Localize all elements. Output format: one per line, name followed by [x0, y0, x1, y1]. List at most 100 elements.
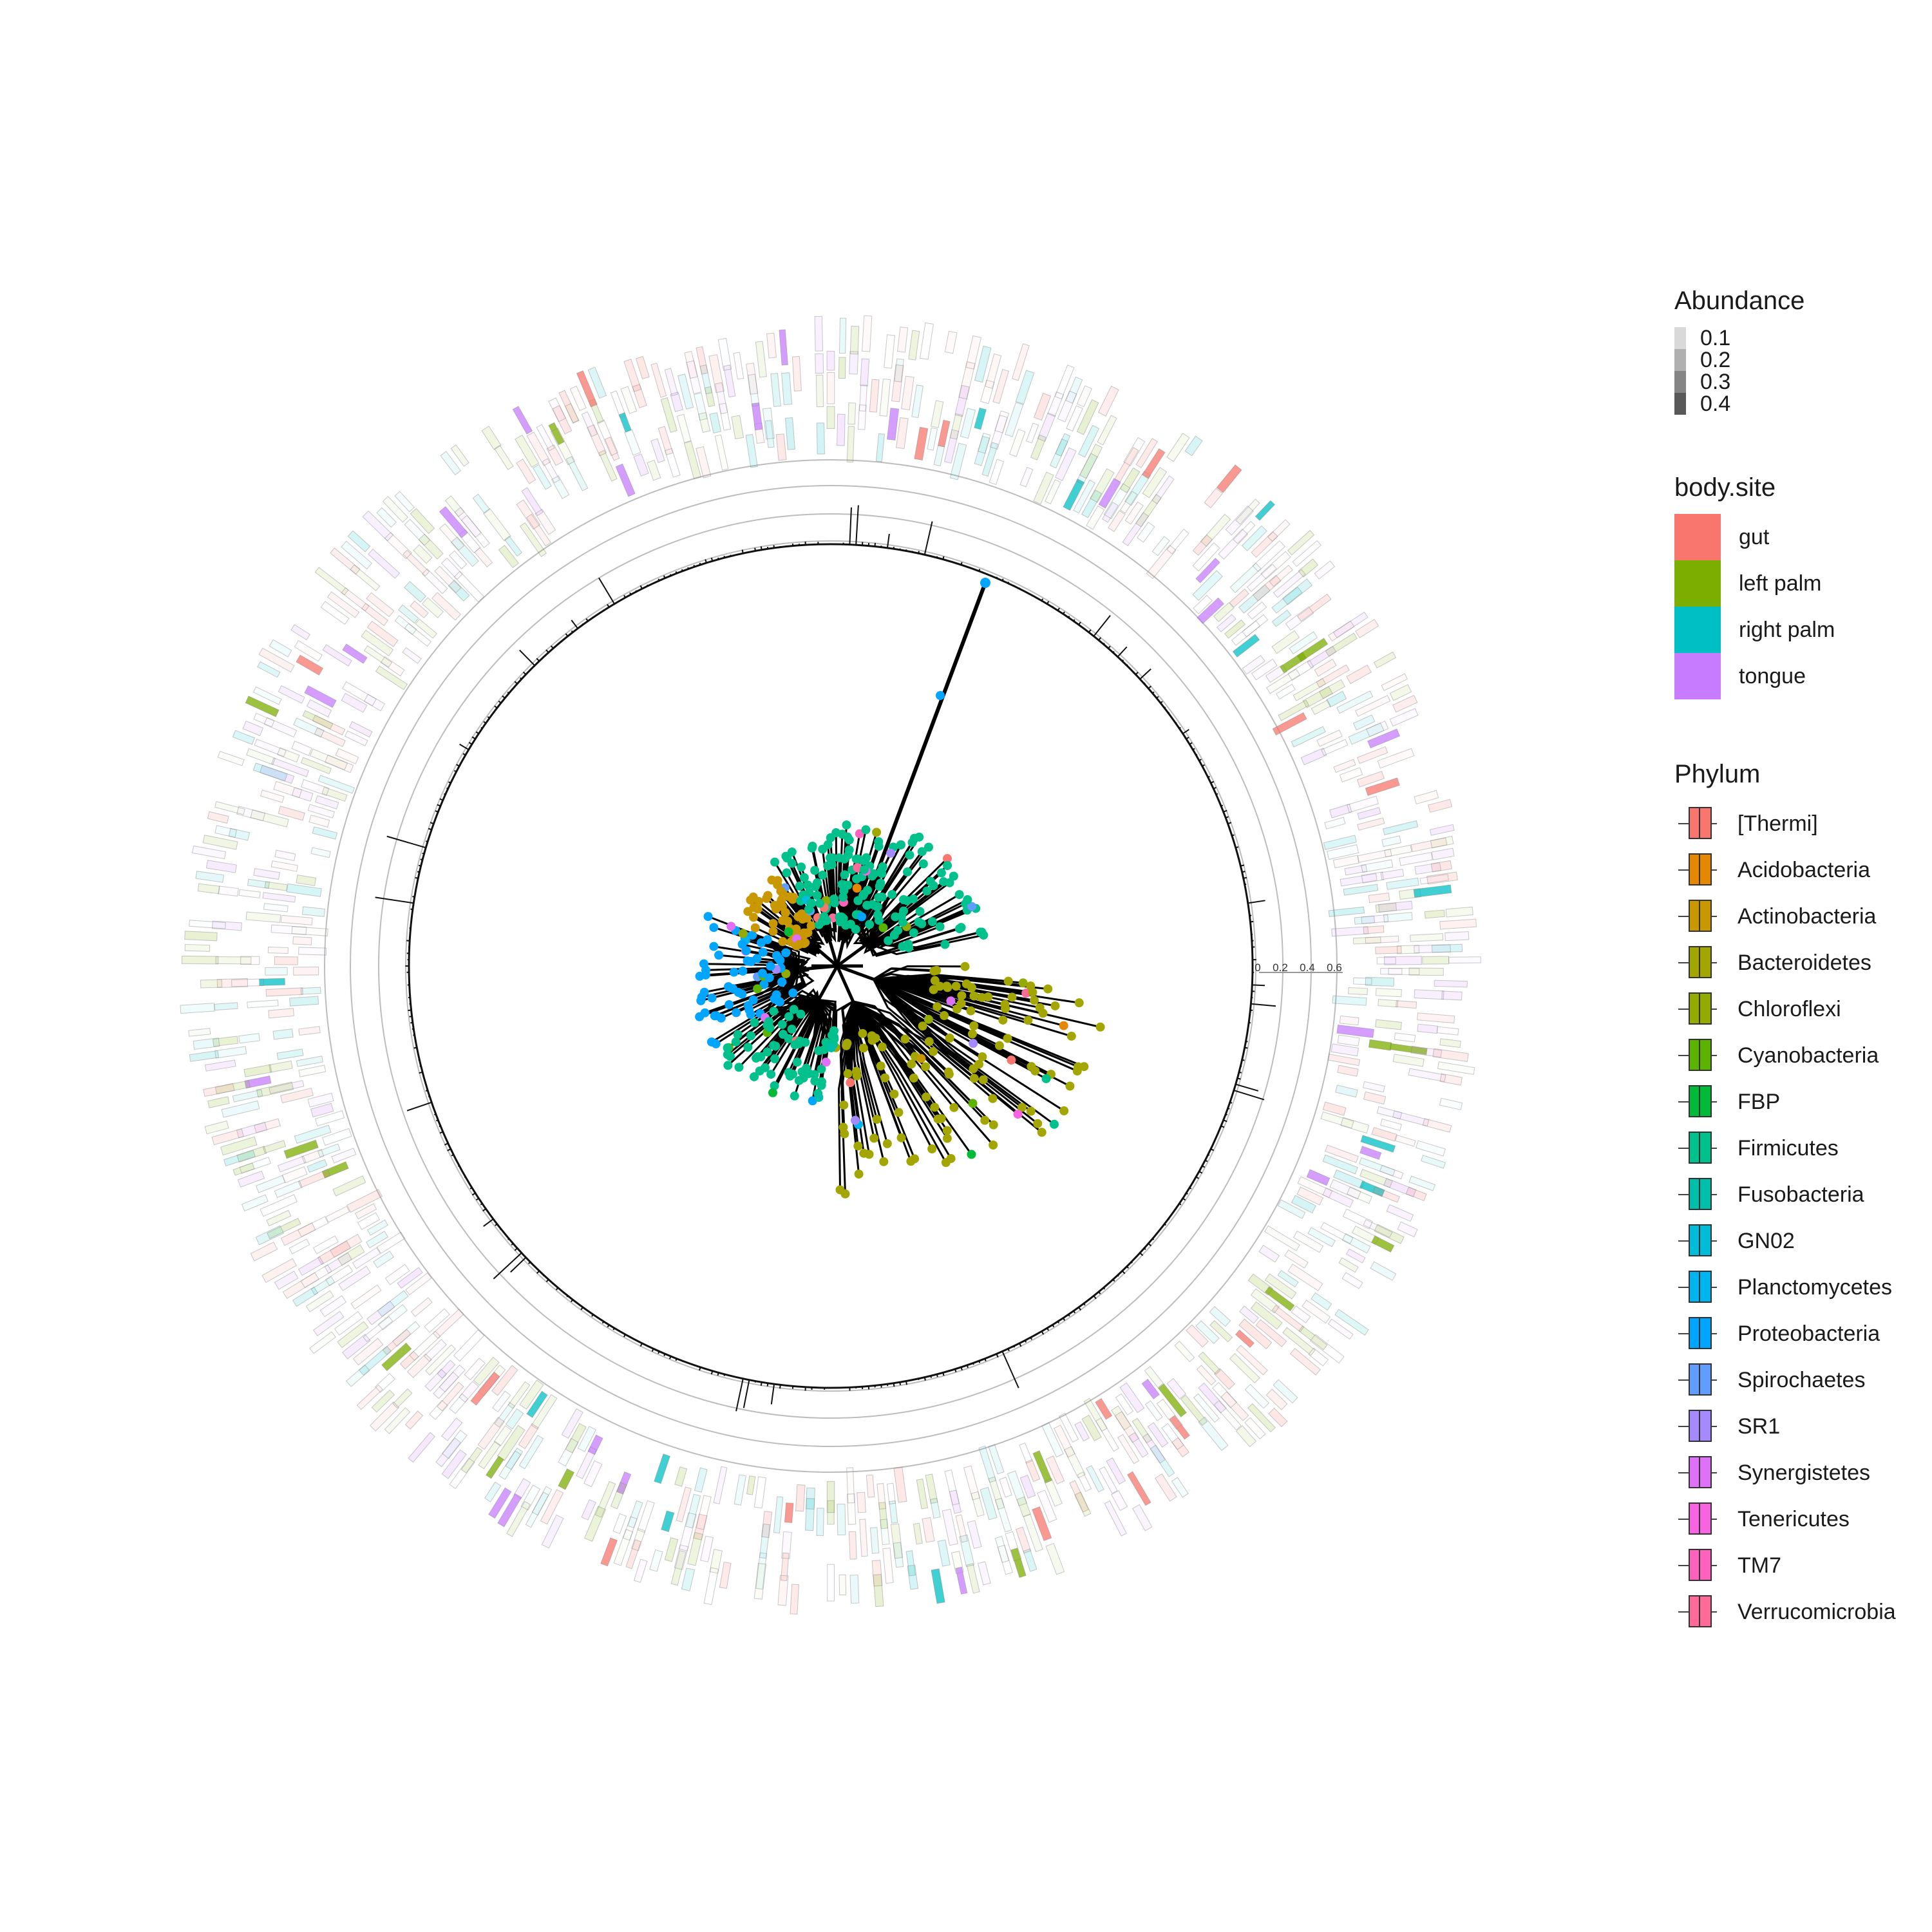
tree-tip-point [737, 940, 747, 949]
heatmap-tile [1342, 1208, 1374, 1229]
heatmap-tile [1241, 525, 1267, 552]
tip-bar [607, 1324, 610, 1328]
heatmap-tile [1063, 1446, 1086, 1479]
tree-tip-point [894, 1108, 904, 1117]
heatmap-tile [1141, 1378, 1160, 1400]
heatmap-tile [1331, 1043, 1359, 1057]
heatmap-tile [685, 1493, 701, 1529]
tree-tip-point [1029, 996, 1039, 1005]
heatmap-tile [1354, 695, 1391, 717]
heatmap-tile [577, 1426, 597, 1452]
heatmap-tile [1054, 447, 1077, 481]
tree-tip-point [1050, 1001, 1060, 1010]
heatmap-tile [674, 1544, 689, 1570]
heatmap-tile [1311, 699, 1331, 715]
tip-bar [1240, 864, 1245, 867]
heatmap-tile [289, 1238, 310, 1255]
heatmap-tile [1439, 918, 1477, 930]
heatmap-tile [610, 390, 627, 419]
heatmap-tile [1114, 447, 1139, 482]
heatmap-tile [858, 384, 867, 412]
heatmap-tile [980, 1486, 998, 1520]
heatmap-tile [1103, 483, 1131, 520]
heatmap-tile [826, 350, 835, 371]
heatmap-tile [1045, 479, 1061, 505]
heatmap-tile [826, 1481, 835, 1513]
heatmap-tile [889, 1501, 898, 1524]
heatmap-tile [203, 1083, 235, 1097]
tree-tip-point [851, 1066, 861, 1076]
phylum-label: Cyanobacteria [1738, 1043, 1879, 1068]
tree-tip-point [723, 1061, 733, 1070]
heatmap-tile [1291, 726, 1326, 748]
heatmap-tile [981, 442, 999, 477]
phylum-label: Proteobacteria [1738, 1321, 1880, 1346]
heatmap-tile [988, 1476, 1005, 1510]
tip-bar [545, 649, 549, 653]
heatmap-tile [1365, 976, 1395, 987]
heatmap-tile [245, 696, 279, 717]
abundance-swatch [1674, 393, 1686, 415]
heatmap-tile [967, 1520, 982, 1549]
heatmap-tile [1147, 1422, 1169, 1448]
tree-tip-point [915, 907, 925, 916]
tree-tip-point [967, 1029, 977, 1039]
heatmap-tile [274, 849, 296, 862]
heatmap-tile [250, 810, 289, 828]
heatmap-tile [1023, 1513, 1043, 1553]
heatmap-tile [334, 1311, 363, 1336]
heatmap-tile [647, 459, 661, 481]
heatmap-tile [505, 1447, 524, 1470]
heatmap-tile [1394, 1032, 1416, 1043]
phylum-label: Firmicutes [1738, 1135, 1839, 1160]
tree-tip-point [731, 1037, 741, 1046]
heatmap-tile [886, 1482, 896, 1504]
heatmap-tile [1235, 1425, 1257, 1448]
heatmap-tile [1297, 1176, 1333, 1198]
heatmap-tile [914, 426, 929, 461]
tree-tip-point [960, 961, 970, 971]
heatmap-tile [1408, 1068, 1446, 1083]
heatmap-tile [498, 544, 520, 569]
heatmap-tile [1282, 578, 1313, 605]
heatmap-tile [1026, 422, 1039, 444]
heatmap-tile [361, 629, 394, 657]
heatmap-tile [944, 429, 960, 464]
phylum-swatch [1674, 1589, 1721, 1635]
tip-bar [612, 1327, 615, 1331]
heatmap-tile [1361, 871, 1384, 884]
tree-tip-point [858, 1043, 868, 1053]
heatmap-tile [696, 446, 712, 478]
heatmap-tile [942, 1508, 958, 1546]
heatmap-tile [1047, 391, 1065, 417]
tip-bar [647, 584, 649, 587]
heatmap-tile [1324, 817, 1346, 829]
heatmap-tile [325, 754, 354, 773]
heatmap-tile [481, 426, 502, 451]
heatmap-tile [242, 720, 264, 736]
heatmap-tile [683, 440, 702, 480]
tree-tip-point [753, 984, 762, 994]
tree-tip-point [1023, 1016, 1033, 1025]
heatmap-tile [664, 448, 681, 478]
heatmap-tile [384, 1264, 410, 1285]
heatmap-tile [965, 335, 982, 370]
tip-bar [669, 574, 672, 576]
tip-bar [699, 562, 701, 565]
heatmap-tile [1376, 1106, 1403, 1120]
heatmap-tile [1114, 1411, 1140, 1443]
heatmap-tile [1251, 531, 1278, 558]
heatmap-tile [862, 315, 873, 352]
tip-bar [936, 1374, 938, 1378]
heatmap-tile [1339, 1015, 1359, 1026]
heatmap-tile [253, 867, 280, 880]
heatmap-tile [1251, 658, 1278, 681]
heatmap-tile [1198, 1351, 1221, 1375]
phylum-label: Actinobacteria [1738, 904, 1877, 929]
tip-bar [447, 1148, 451, 1151]
heatmap-tile [1224, 619, 1246, 639]
heatmap-tile [886, 408, 900, 440]
tree-tip-point [741, 946, 751, 956]
heatmap-tile [718, 402, 732, 431]
heatmap-tile [397, 604, 419, 624]
